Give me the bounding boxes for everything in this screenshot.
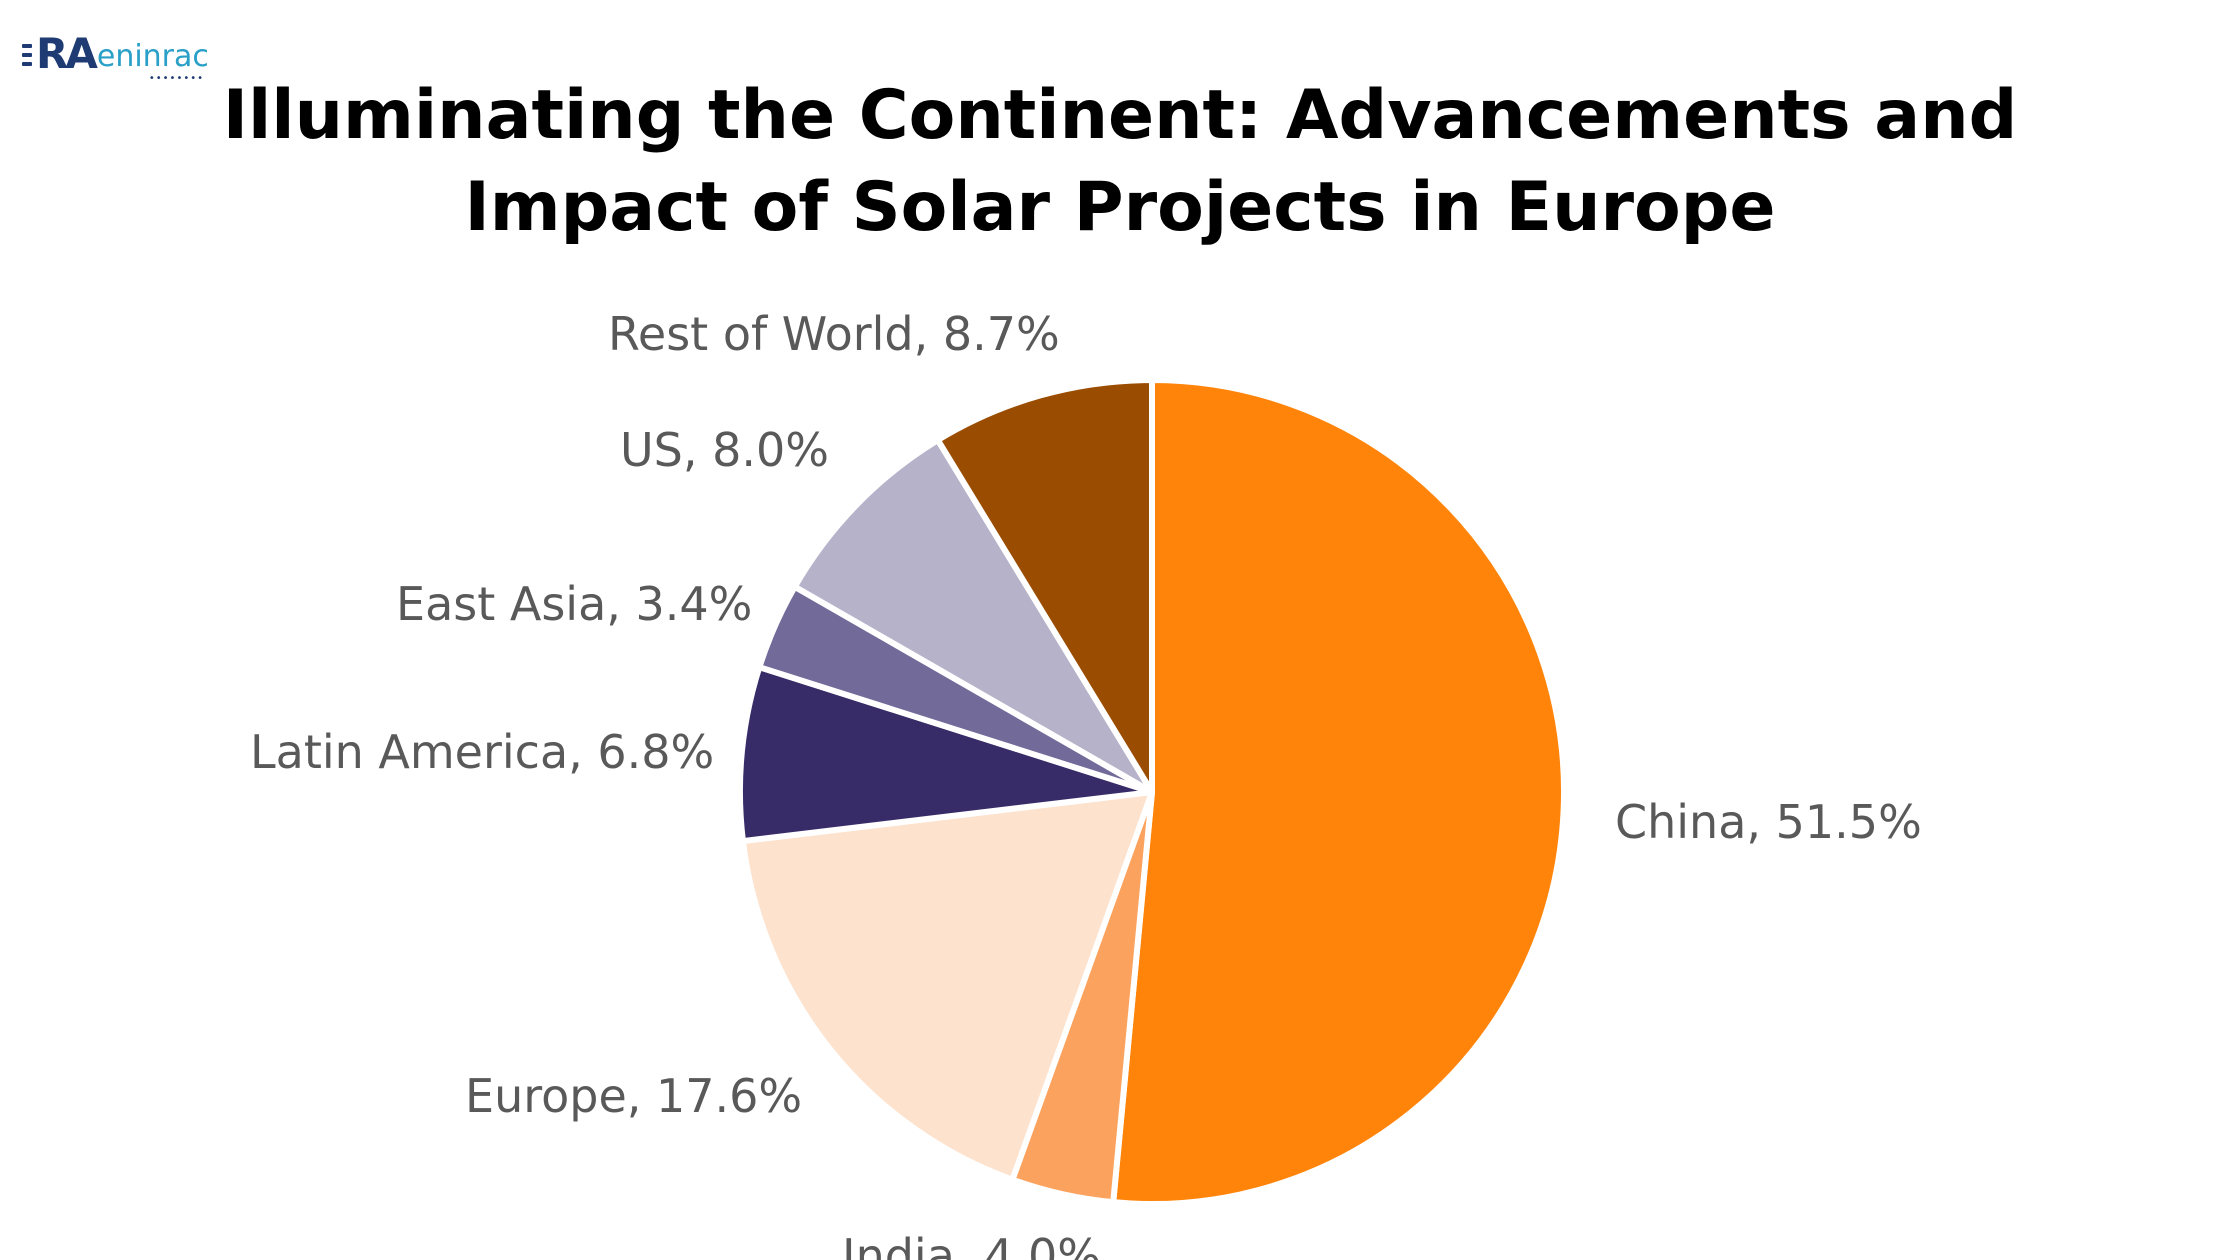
pie-slice-us: [791, 437, 1155, 795]
data-label-us: US, 8.0%: [620, 423, 829, 477]
logo-text-rest-label: eninrac: [96, 39, 209, 74]
logo-text-rest: eninrac ••••••••: [96, 38, 209, 84]
data-label-china: China, 51.5%: [1615, 795, 1922, 849]
data-label-rest-of-world: Rest of World, 8.7%: [608, 307, 1060, 361]
data-label-europe: Europe, 17.6%: [465, 1069, 802, 1123]
page-title: Illuminating the Continent: Advancements…: [0, 70, 2240, 254]
page-title-line-1: Illuminating the Continent: Advancements…: [222, 76, 2018, 155]
data-label-latin-america: Latin America, 6.8%: [250, 725, 714, 779]
data-label-east-asia: East Asia, 3.4%: [396, 577, 752, 631]
data-label-india: India, 4.0%: [842, 1229, 1101, 1260]
pie-labels: China, 51.5% India, 4.0% Europe, 17.6% Lati…: [250, 307, 1922, 1260]
pie-slice-china: [1110, 377, 1567, 1207]
logo-bars-icon: [22, 44, 32, 66]
brand-logo: RA eninrac ••••••••: [22, 26, 209, 84]
pie-slices: [736, 377, 1567, 1207]
pie-slice-europe: [739, 789, 1155, 1183]
pie-slice-latin-america: [736, 664, 1155, 845]
page-title-line-2: Impact of Solar Projects in Europe: [464, 168, 1776, 247]
logo-dots: ••••••••: [148, 73, 205, 84]
pie-slice-rest-of-world: [934, 377, 1155, 795]
logo-text-main: RA: [36, 29, 98, 78]
